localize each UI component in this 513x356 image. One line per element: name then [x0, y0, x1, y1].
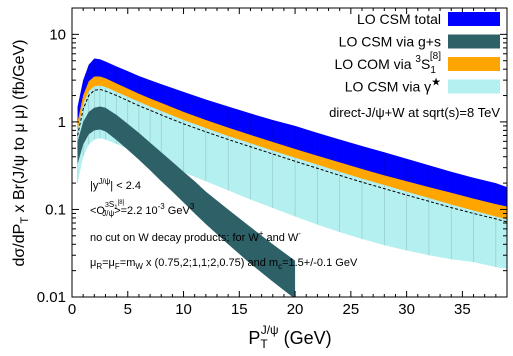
x-tick-label: 10 — [175, 301, 192, 318]
x-tick-label: 25 — [343, 301, 360, 318]
x-tick-label: 0 — [68, 301, 76, 318]
annotation-scales: μR=μF=mW x (0.75,2;1,1;2,0.75) and mc=1.… — [90, 257, 358, 271]
y-tick-label: 1 — [58, 114, 66, 131]
legend-swatch — [448, 12, 500, 26]
annotation-cuts: no cut on W decay products; for W+ and W… — [90, 229, 301, 244]
legend-label: LO CSM total — [357, 11, 441, 27]
annotation-ldme: <O3S1[8] J/ψ>=2.2 10-3 GeV3 — [90, 200, 195, 218]
legend-swatch — [448, 57, 500, 71]
legend-item: LO CSM via γ★ — [345, 77, 500, 95]
legend-swatch — [448, 35, 500, 49]
x-tick-label: 5 — [124, 301, 132, 318]
x-tick-label: 15 — [231, 301, 248, 318]
legend-label: LO CSM via γ★ — [345, 77, 441, 95]
legend-swatch — [448, 80, 500, 94]
y-tick-label: 0.1 — [45, 201, 66, 218]
annotation-rapidity: |yJ/ψ| < 2.4 — [90, 177, 141, 192]
legend-item: LO CSM via g+s — [339, 34, 500, 50]
x-tick-label: 35 — [454, 301, 471, 318]
legend-label: LO COM via 3S1[8] — [335, 51, 442, 76]
x-tick-label: 30 — [398, 301, 415, 318]
y-axis-label: dσ/dPT x Br(J/ψ to μ μ) (fb/GeV) — [11, 40, 31, 267]
legend: LO CSM total LO CSM via g+sLO COM via 3S1… — [329, 11, 500, 120]
x-tick-label: 20 — [287, 301, 304, 318]
legend-item: LO CSM total — [357, 11, 500, 27]
legend-header: direct-J/ψ+W at sqrt(s)=8 TeV — [329, 105, 500, 120]
legend-label: LO CSM via g+s — [339, 34, 441, 50]
x-axis-label: PTJ/ψ (GeV) — [248, 323, 331, 351]
y-tick-label: 10 — [49, 26, 66, 43]
legend-item: LO COM via 3S1[8] — [335, 51, 501, 76]
y-tick-label: 0.01 — [37, 289, 66, 306]
